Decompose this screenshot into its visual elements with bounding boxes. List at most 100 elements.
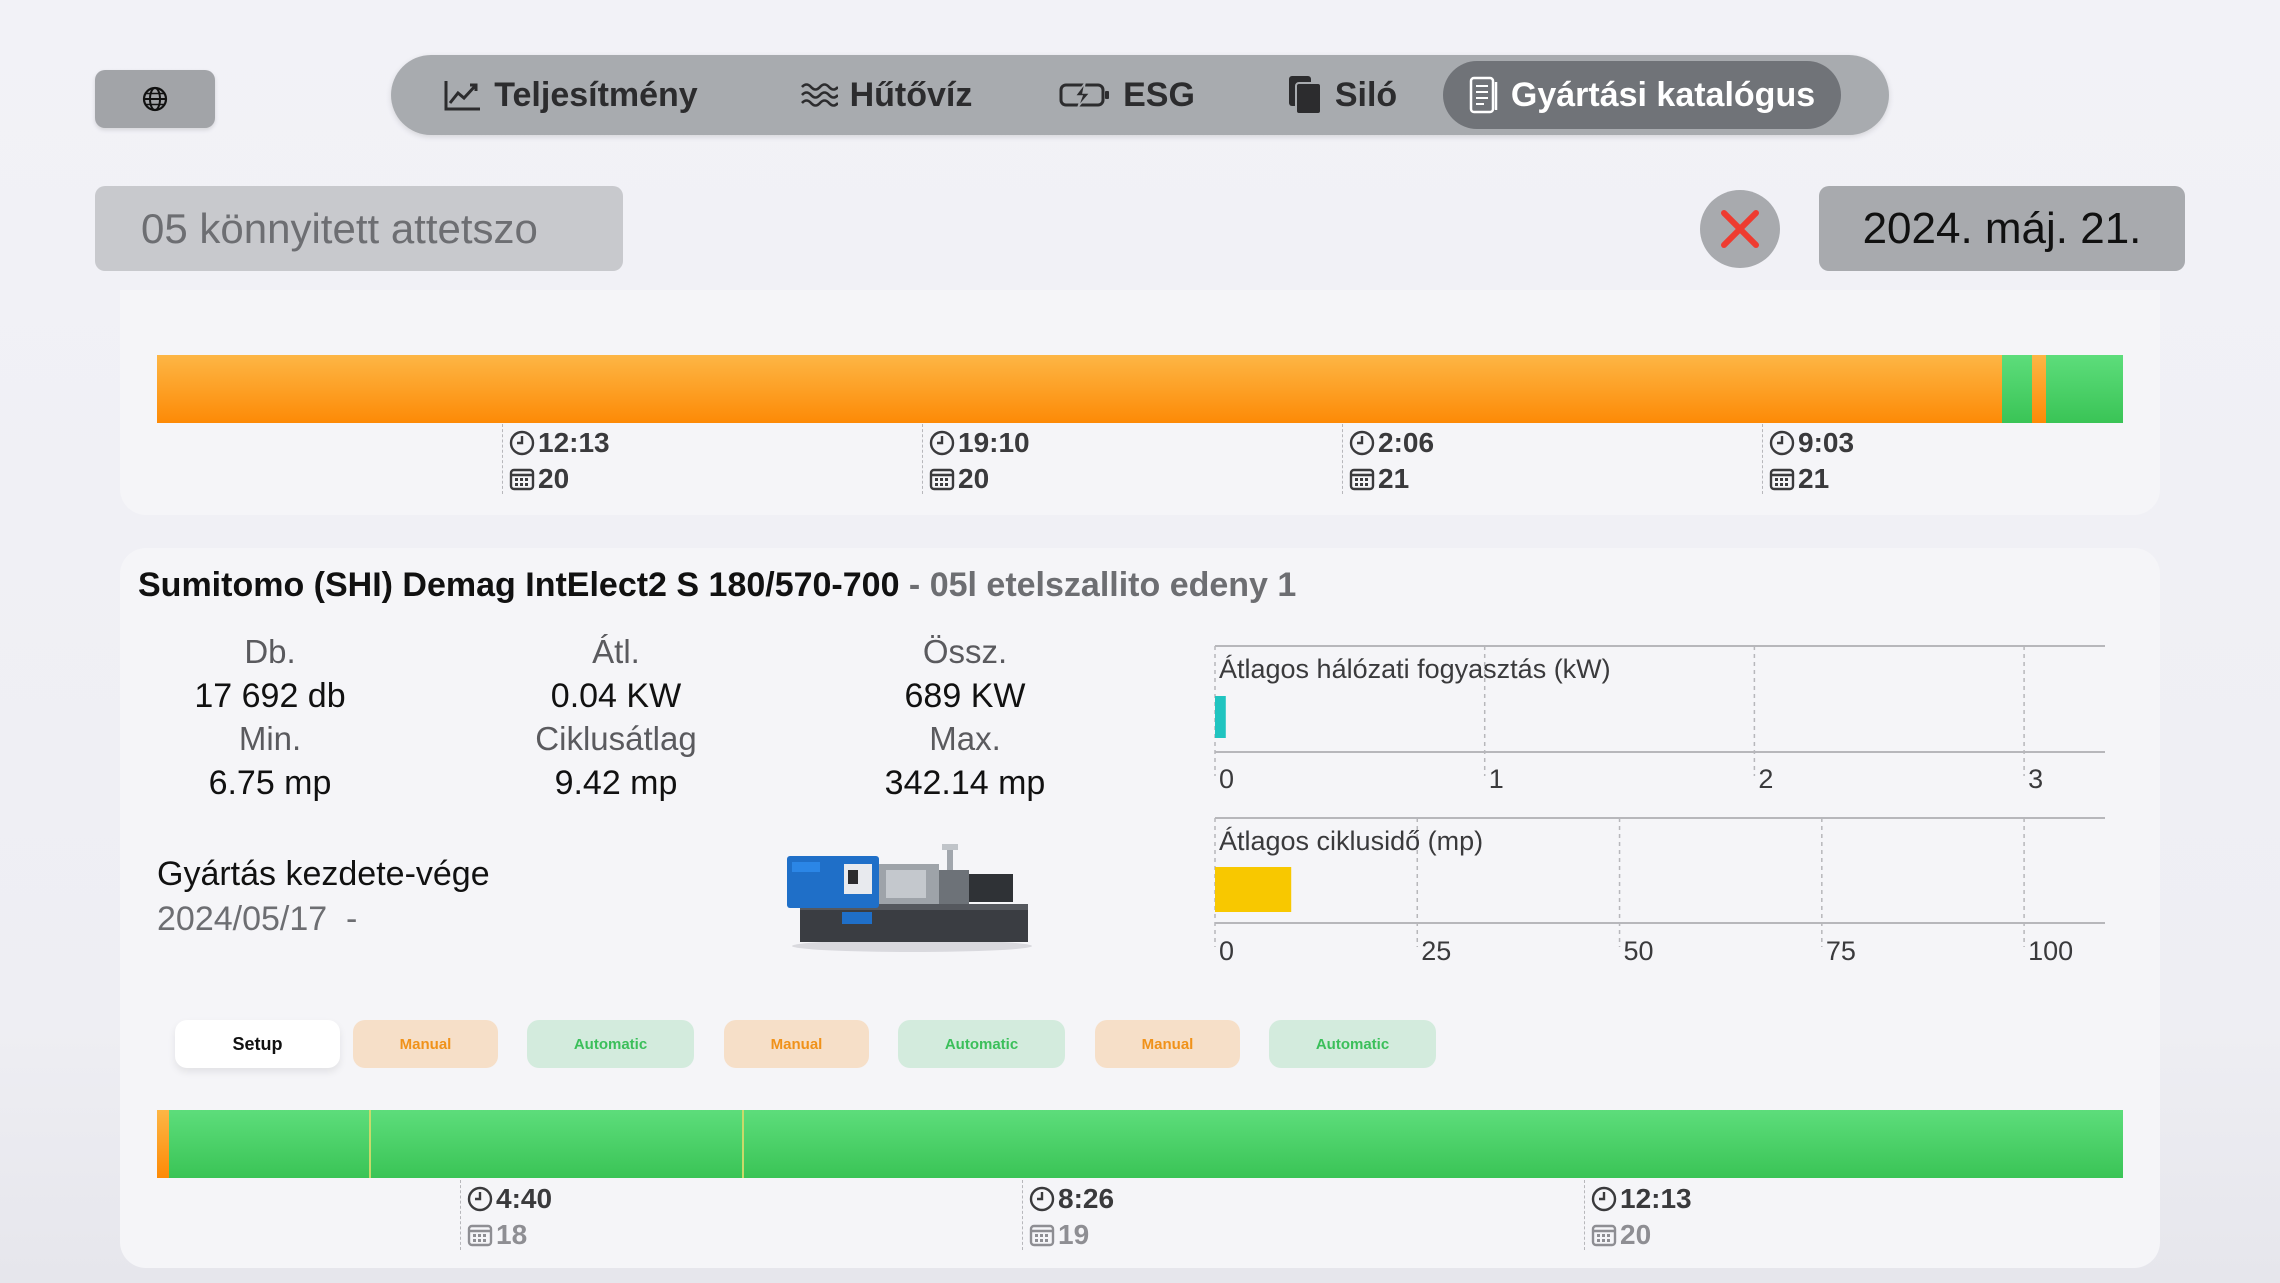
tab-label: Teljesítmény [494,75,698,114]
status-segment-divider [369,1110,371,1178]
chart-title: Átlagos ciklusidő (mp) [1219,826,1483,856]
tab-label: Hűtővíz [849,75,973,114]
production-range-value: 2024/05/17 - [157,900,358,938]
stat-label: Átl. [592,633,640,670]
injection-molding-machine-image [787,844,1032,952]
mode-chip-automatic[interactable]: Automatic [1269,1020,1436,1068]
timeline-tick-label: 12:13 20 [509,425,610,497]
mode-chip-automatic[interactable]: Automatic [527,1020,694,1068]
calendar-icon [929,468,955,491]
timeline-tick-label: 19:10 20 [929,425,1030,497]
date-picker-button[interactable]: 2024. máj. 21. [1819,186,2185,271]
tab-gyartasi-katalogus[interactable]: Gyártási katalógus [1443,61,1841,129]
chart-tick-label: 100 [2028,936,2073,966]
timeline-tick [1762,424,1763,494]
stat-value: 17 692 db [194,677,346,715]
mode-chip-setup[interactable]: Setup [175,1020,340,1068]
timeline-tick [1022,1180,1023,1250]
water-waves-icon [800,83,838,107]
status-segment-green [2002,355,2032,423]
main-tab-bar: Teljesítmény Hűtővíz ESG Siló [391,55,1889,135]
stat-value: 689 KW [904,677,1026,715]
chart-line-icon [444,81,481,111]
timeline-tick [1584,1180,1585,1250]
chart-tick-label: 50 [1624,936,1654,966]
top-status-bar[interactable] [157,355,2123,423]
chart-bar [1215,867,1292,912]
stat-atl: Átl. 0.04 KW [466,630,766,718]
stat-ossz: Össz. 689 KW [815,630,1115,718]
clock-icon [467,1186,493,1212]
tab-label: Gyártási katalógus [1510,75,1816,114]
calendar-icon [1349,468,1375,491]
stat-value: 0.04 KW [550,677,682,715]
product-selector[interactable]: 05 könnyitett attetszo [95,186,623,271]
stat-value: 6.75 mp [208,764,332,802]
tab-esg[interactable]: ESG [1057,61,1197,129]
timeline-tick [460,1180,461,1250]
chart-tick-label: 75 [1826,936,1856,966]
stat-db: Db. 17 692 db [120,630,420,718]
calendar-icon [1029,1224,1055,1247]
mode-chip-manual[interactable]: Manual [724,1020,869,1068]
stat-label: Össz. [922,633,1008,670]
timeline-tick [922,424,923,494]
timeline-tick-label: 4:40 18 [467,1181,552,1253]
status-segment-orange [157,355,2002,423]
calendar-icon [467,1224,493,1247]
production-range-label: Gyártás kezdete-vége [157,855,490,893]
clock-icon [1349,430,1375,456]
status-segment-divider [742,1110,744,1178]
stat-label: Ciklusátlag [535,720,697,757]
calendar-icon [1591,1224,1617,1247]
timeline-tick-label: 9:03 21 [1769,425,1854,497]
clear-filter-button[interactable] [1700,190,1780,268]
date-picker-value: 2024. máj. 21. [1862,203,2142,253]
clock-icon [1591,1186,1617,1212]
chart-tick-label: 25 [1421,936,1451,966]
mode-chip-manual[interactable]: Manual [353,1020,498,1068]
status-segment-orange [2032,355,2046,423]
tab-label: Siló [1334,75,1398,114]
tab-teljesitmeny[interactable]: Teljesítmény [431,61,711,129]
chart-tick-label: 1 [1489,764,1504,794]
timeline-tick-label: 12:13 20 [1591,1181,1692,1253]
calendar-icon [1769,468,1795,491]
machine-product: 05l etelszallito edeny 1 [929,566,1297,604]
mode-chip-manual[interactable]: Manual [1095,1020,1240,1068]
stat-label: Db. [244,633,296,670]
timeline-tick [1342,424,1343,494]
chart-avg-power: Átlagos hálózati fogyasztás (kW) 0 1 2 3 [1214,645,2105,794]
stat-ciklusatlag: Ciklusátlag 9.42 mp [466,717,766,805]
calendar-icon [509,468,535,491]
timeline-tick-label: 2:06 21 [1349,425,1434,497]
mode-chip-automatic[interactable]: Automatic [898,1020,1065,1068]
tab-hutoviz[interactable]: Hűtővíz [791,61,981,129]
chart-title: Átlagos hálózati fogyasztás (kW) [1219,654,1611,684]
globe-icon [142,86,168,112]
clock-icon [509,430,535,456]
tab-silo[interactable]: Siló [1282,61,1402,129]
stat-max: Max. 342.14 mp [815,717,1115,805]
chart-tick-label: 0 [1219,764,1234,794]
tab-label: ESG [1123,75,1195,114]
timeline-tick [502,424,503,494]
status-segment-orange [157,1110,169,1178]
machine-name: Sumitomo (SHI) Demag IntElect2 S 180/570… [138,566,900,604]
status-segment-green [157,1110,2123,1178]
status-segment-green [2046,355,2123,423]
product-selector-value: 05 könnyitett attetszo [141,204,538,252]
chart-tick-label: 2 [1758,764,1773,794]
clock-icon [1769,430,1795,456]
clock-icon [1029,1186,1055,1212]
stat-label: Max. [929,720,1001,757]
chart-bar [1215,696,1226,738]
bottom-status-bar[interactable] [157,1110,2123,1178]
close-x-icon [1721,210,1759,248]
chart-tick-label: 0 [1219,936,1234,966]
timeline-tick-label: 8:26 19 [1029,1181,1114,1253]
language-button[interactable] [95,70,215,128]
chart-tick-label: 3 [2028,764,2043,794]
clock-icon [929,430,955,456]
title-separator: - [899,566,930,604]
